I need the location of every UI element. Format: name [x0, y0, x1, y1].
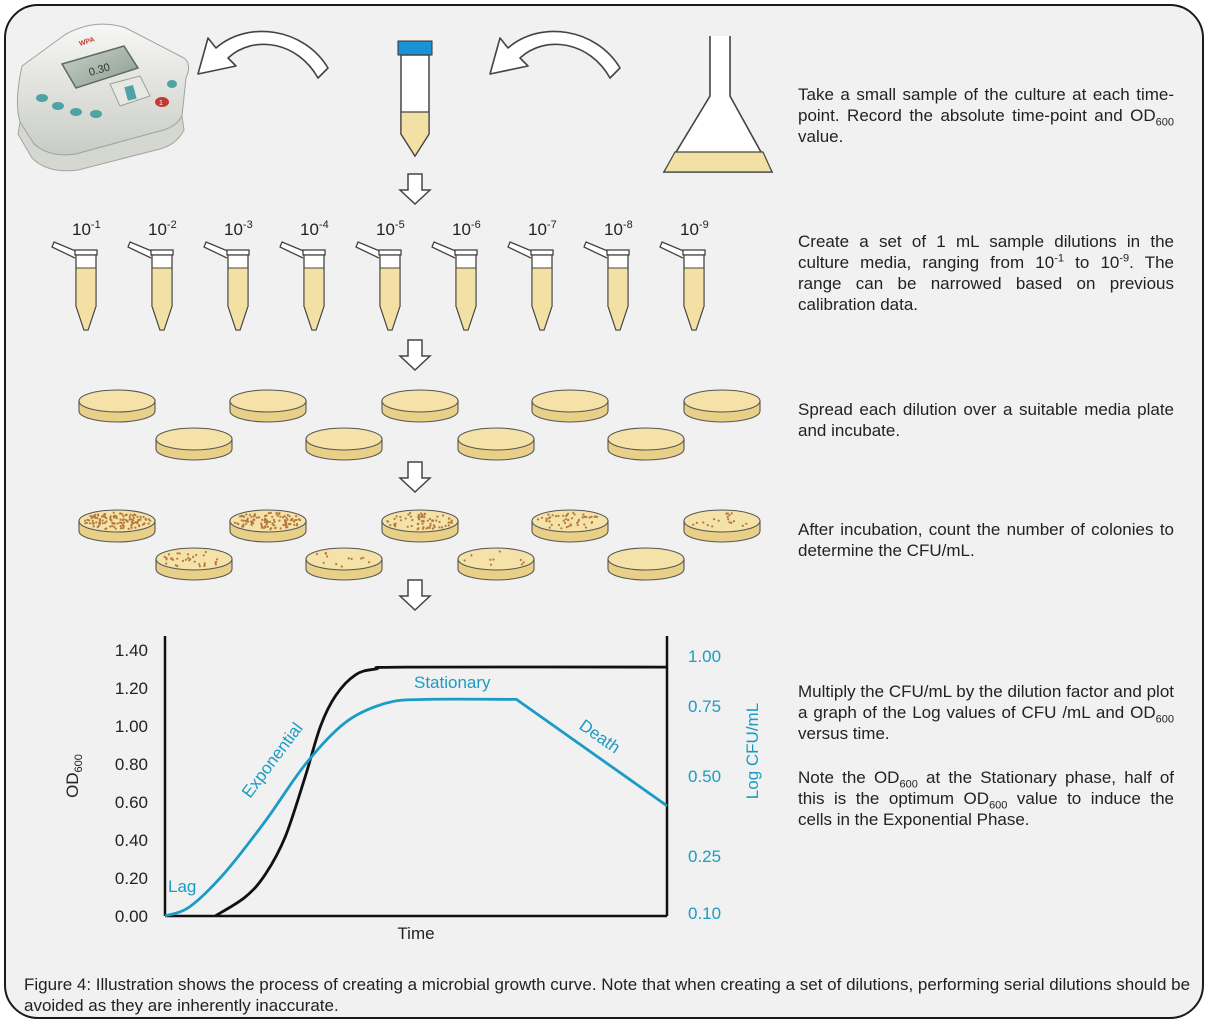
device-display: 0.30: [88, 61, 112, 78]
y-axis-label-right: Log CFU/mL: [743, 703, 762, 799]
chart-series: [164, 665, 668, 918]
dilution-label: 10-5: [376, 219, 405, 239]
figure-frame: 0.30 WPA 1 10-1 10-2 10-3 10-4 10-5 10-6 10-7 1…: [4, 4, 1204, 1019]
figure-caption: Figure 4: Illustration shows the process…: [24, 975, 1191, 1015]
illustration: 0.30 WPA 1 10-1 10-2 10-3 10-4 10-5 10-6 10-7 1…: [16, 23, 774, 943]
left-tick-label: 1.20: [115, 679, 148, 698]
microtube-icon: [127, 241, 174, 331]
phase-label-lag: Lag: [168, 877, 196, 896]
phase-label-exponential: Exponential: [238, 719, 307, 801]
curved-arrow-left-icon: [197, 30, 329, 79]
device-button-label: 1: [159, 100, 163, 107]
series-line-log_cfu: [164, 697, 668, 918]
agar-plate-icon: [229, 389, 307, 423]
right-tick-label: 0.10: [688, 904, 721, 923]
down-arrow-icon: [398, 173, 432, 206]
left-tick-label: 0.80: [115, 755, 148, 774]
left-tick-label: 0.60: [115, 793, 148, 812]
dilution-label: 10-9: [680, 219, 709, 239]
left-tick-label: 1.40: [115, 641, 148, 660]
microtube-icon: [279, 241, 326, 331]
dilution-label: 10-6: [452, 219, 481, 239]
agar-plate-icon: [78, 389, 156, 423]
dilution-label: 10-2: [148, 219, 177, 239]
microtube-icon: [507, 241, 554, 331]
growth-curve-chart: 0.00 0.20 0.40 0.60 0.80 1.00 1.20 1.40 0.10 0.2…: [63, 636, 762, 943]
culture-flask-icon: [662, 36, 774, 173]
phase-label-stationary: Stationary: [414, 673, 491, 692]
agar-plate-icon: [155, 427, 233, 461]
step4-text: After incubation, count the number of co…: [798, 520, 1174, 560]
microtube-icon: [203, 241, 250, 331]
agar-plate-icon: [531, 389, 609, 423]
spectrophotometer-icon: 0.30 WPA 1: [16, 23, 190, 172]
agar-plate-icon: [683, 509, 761, 543]
dilution-label: 10-1: [72, 219, 101, 239]
right-tick-label: 0.25: [688, 847, 721, 866]
step1-text: Take a small sample of the culture at ea…: [798, 85, 1174, 146]
left-tick-label: 0.00: [115, 907, 148, 926]
dilution-series: 10-1 10-2 10-3 10-4 10-5 10-6 10-7 10-8 10-9: [51, 219, 709, 331]
agar-plate-icon: [78, 509, 156, 543]
down-arrow-icon: [398, 579, 432, 612]
agar-plate-icon: [381, 509, 459, 543]
left-tick-labels: 0.00 0.20 0.40 0.60 0.80 1.00 1.20 1.40: [115, 641, 148, 926]
agar-plate-icon: [683, 389, 761, 423]
left-tick-label: 0.20: [115, 869, 148, 888]
left-tick-label: 1.00: [115, 717, 148, 736]
step3-text: Spread each dilution over a suitable med…: [798, 400, 1174, 440]
agar-plate-icon: [229, 509, 307, 543]
microtube-icon: [431, 241, 478, 331]
step5-text: Multiply the CFU/mL by the dilution fact…: [798, 682, 1174, 743]
down-arrows: [398, 173, 432, 612]
agar-plate-icon: [305, 427, 383, 461]
agar-plate-icon: [607, 547, 685, 581]
sample-tube-icon: [397, 40, 433, 158]
agar-plate-icon: [531, 509, 609, 543]
microtube-icon: [583, 241, 630, 331]
down-arrow-icon: [398, 339, 432, 372]
down-arrow-icon: [398, 461, 432, 494]
device-brand: WPA: [78, 36, 95, 48]
left-tick-label: 0.40: [115, 831, 148, 850]
dilution-label: 10-8: [604, 219, 633, 239]
agar-plate-icon: [381, 389, 459, 423]
phase-label-death: Death: [576, 716, 624, 758]
dilution-label: 10-4: [300, 219, 329, 239]
dilution-label: 10-3: [224, 219, 253, 239]
right-tick-labels: 0.10 0.25 0.50 0.75 1.00: [688, 647, 721, 923]
right-tick-label: 0.75: [688, 697, 721, 716]
agar-plate-icon: [305, 547, 383, 581]
step6-text: Note the OD600 at the Stationary phase, …: [798, 768, 1174, 829]
right-tick-label: 1.00: [688, 647, 721, 666]
x-axis-label: Time: [397, 924, 434, 943]
agar-plate-icon: [155, 547, 233, 581]
plate-rows: [78, 389, 761, 581]
microtube-icon: [659, 241, 706, 331]
agar-plate-icon: [457, 547, 535, 581]
agar-plate-icon: [607, 427, 685, 461]
step2-text: Create a set of 1 mL sample dilutions in…: [798, 232, 1174, 314]
curved-arrow-right-icon: [489, 30, 621, 79]
microtube-icon: [355, 241, 402, 331]
agar-plate-icon: [457, 427, 535, 461]
y-axis-label-left: OD600: [63, 754, 85, 798]
microtube-icon: [51, 241, 98, 331]
right-tick-label: 0.50: [688, 767, 721, 786]
series-line-od600: [214, 665, 668, 918]
dilution-label: 10-7: [528, 219, 557, 239]
